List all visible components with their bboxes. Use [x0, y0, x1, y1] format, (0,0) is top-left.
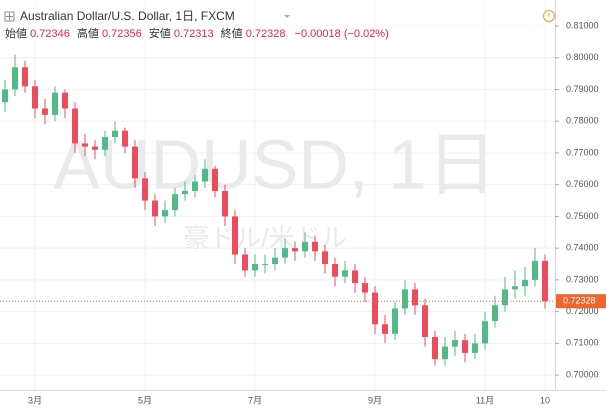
candle-body	[102, 137, 108, 150]
y-tick-label: 0.72000	[566, 306, 599, 316]
x-tick-label: 3月	[28, 395, 42, 405]
candle-body	[342, 270, 348, 277]
candle-body	[542, 260, 548, 302]
candle-body	[292, 248, 298, 252]
y-tick-label: 0.74000	[566, 243, 599, 253]
candle-body	[482, 321, 488, 344]
y-tick-label: 0.76000	[566, 179, 599, 189]
candle-body	[212, 168, 218, 192]
candle-body	[442, 346, 448, 360]
candle-body	[232, 216, 238, 255]
candle-body	[132, 146, 138, 179]
candle-body	[122, 130, 128, 147]
candle-body	[502, 289, 508, 306]
y-tick-label: 0.80000	[566, 52, 599, 62]
candle-body	[412, 289, 418, 306]
header-bg	[0, 0, 555, 44]
candle-body	[202, 168, 208, 182]
candle-body	[32, 86, 38, 109]
candle-body	[52, 92, 58, 115]
symbol-title[interactable]: Australian Dollar/U.S. Dollar, 1日, FXCM	[20, 9, 235, 23]
candle-body	[382, 324, 388, 334]
candle-body	[392, 308, 398, 334]
candle-body	[222, 191, 228, 217]
watermark: AUDUSD, 1日	[53, 125, 496, 203]
candle-body	[152, 200, 158, 217]
candle-body	[192, 181, 198, 192]
candle-body	[82, 143, 88, 147]
candle-body	[182, 191, 188, 195]
candle-body	[282, 248, 288, 258]
candle-body	[472, 343, 478, 353]
high-value: 0.72356	[102, 28, 142, 40]
x-tick-label: 5月	[138, 395, 152, 405]
high-label: 高値	[77, 26, 99, 40]
low-label: 安値	[149, 26, 171, 40]
candle-body	[312, 241, 318, 252]
last-price-label: 0.72328	[563, 296, 596, 306]
y-tick-label: 0.73000	[566, 274, 599, 284]
candle-body	[322, 251, 328, 265]
y-tick-label: 0.75000	[566, 211, 599, 221]
close-value: 0.72328	[246, 28, 286, 40]
candle-body	[492, 305, 498, 322]
collapse-button[interactable]	[4, 11, 15, 22]
candle-body	[62, 92, 68, 109]
candle-body	[272, 257, 278, 265]
candle-body	[372, 292, 378, 325]
open-value: 0.72346	[30, 28, 70, 40]
candle-body	[522, 279, 528, 287]
x-tick-label: 9月	[368, 395, 382, 405]
candle-body	[2, 89, 8, 103]
candle-body	[532, 260, 538, 280]
candle-body	[462, 340, 468, 353]
candle-body	[262, 264, 268, 266]
y-tick-label: 0.79000	[566, 84, 599, 94]
y-tick-label: 0.70000	[566, 369, 599, 379]
candle-body	[362, 283, 368, 293]
candle-body	[72, 108, 78, 144]
candle-body	[432, 337, 438, 360]
candle-body	[172, 194, 178, 211]
ohlc-legend: 始値 0.72346 高値 0.72356 安値 0.72313 終値 0.72…	[5, 26, 389, 40]
candle-body	[92, 146, 98, 150]
last-price-box	[556, 294, 606, 309]
candle-body	[402, 289, 408, 309]
y-tick-label: 0.77000	[566, 147, 599, 157]
x-tick-label: 11月	[476, 395, 494, 405]
low-value: 0.72313	[174, 28, 214, 40]
candle-body	[352, 270, 358, 284]
candle-body	[42, 108, 48, 115]
axes: 0.70000 0.71000 0.72000 0.73000 0.74000 0.750…	[0, 20, 606, 405]
candle-body	[452, 340, 458, 347]
candle-body	[112, 130, 118, 138]
title-dropdown[interactable]	[284, 15, 290, 18]
candle-body	[512, 286, 518, 290]
candle-body	[12, 67, 18, 90]
change-pct: (−0.02%)	[344, 28, 389, 40]
candle-body	[22, 67, 28, 87]
candle-body	[162, 210, 168, 217]
watermark-sub: 豪ドル/米ドル	[183, 223, 346, 253]
x-tick-label: 7月	[248, 395, 262, 405]
candle-body	[142, 178, 148, 201]
alert-icon[interactable]	[543, 10, 555, 22]
candle-body	[302, 241, 308, 252]
open-label: 始値	[5, 26, 27, 40]
close-label: 終値	[221, 26, 243, 40]
y-tick-label: 0.78000	[566, 116, 599, 126]
candle-body	[332, 264, 338, 277]
candle-body	[422, 305, 428, 338]
candle-body	[242, 254, 248, 271]
x-tick-label: 10	[540, 395, 550, 405]
y-tick-label: 0.71000	[566, 338, 599, 348]
change: −0.00018	[295, 28, 341, 40]
y-tick-label: 0.81000	[566, 20, 599, 30]
candle-body	[252, 264, 258, 271]
